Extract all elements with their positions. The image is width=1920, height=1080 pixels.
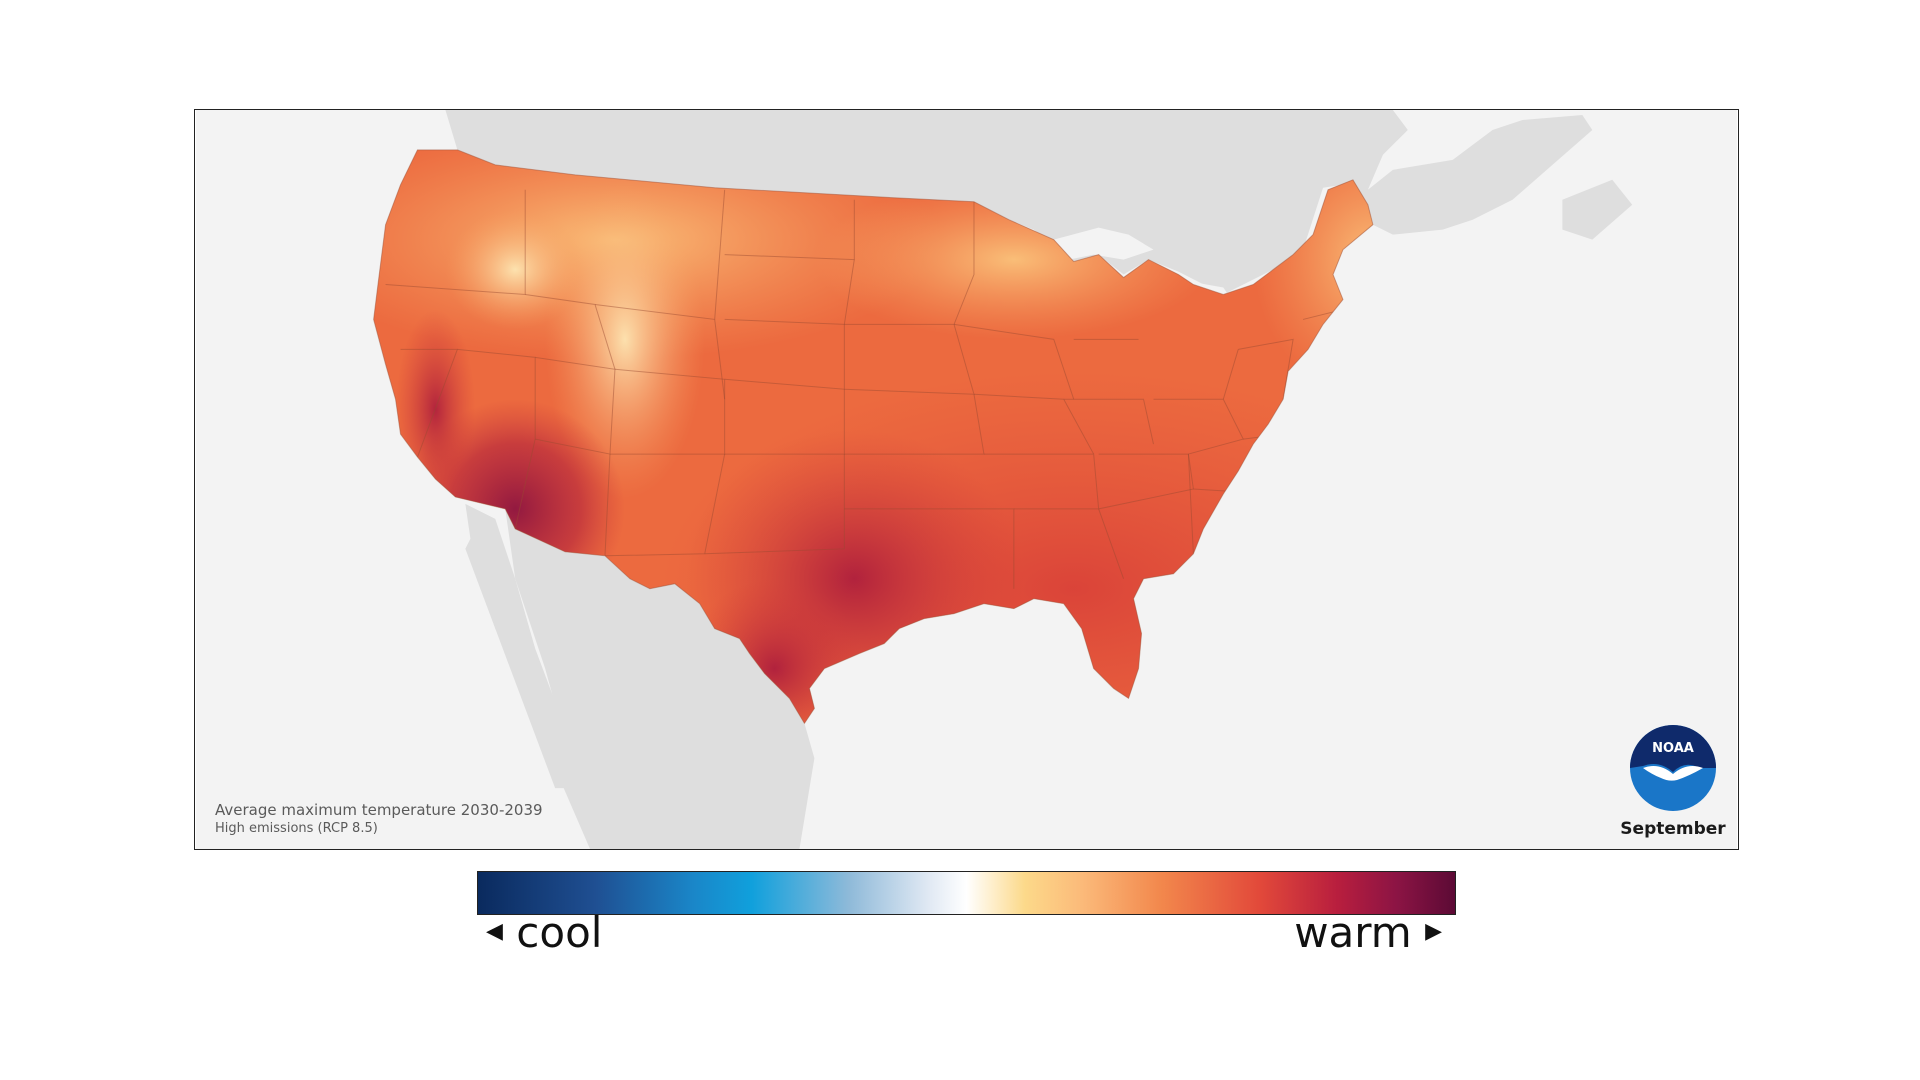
noaa-logo-text: NOAA — [1652, 741, 1694, 756]
legend-warm-label: warm — [1294, 908, 1412, 957]
triangle-right-icon: ▶ — [1425, 919, 1442, 944]
caption-scenario: High emissions (RCP 8.5) — [215, 821, 378, 836]
caption-title: Average maximum temperature 2030-2039 — [215, 801, 543, 819]
map-caption: Average maximum temperature 2030-2039 Hi… — [215, 800, 543, 838]
canada-landmass — [445, 110, 1593, 295]
legend-cool-label: cool — [516, 908, 603, 957]
month-label: September — [1620, 819, 1726, 839]
legend-cool: ◀ cool — [486, 908, 602, 957]
map-frame: Average maximum temperature 2030-2039 Hi… — [194, 109, 1739, 850]
mexico-landmass — [465, 508, 815, 849]
us-outline — [373, 149, 1374, 725]
noaa-logo-icon: NOAA — [1630, 725, 1716, 811]
baja-peninsula — [465, 503, 576, 789]
map-canvas — [196, 110, 1737, 849]
color-scale-bar — [477, 871, 1456, 915]
legend-warm: warm ▶ — [1294, 908, 1442, 957]
triangle-left-icon: ◀ — [486, 919, 503, 944]
maritime-islands — [1562, 179, 1633, 240]
state-boundaries — [385, 189, 1354, 589]
